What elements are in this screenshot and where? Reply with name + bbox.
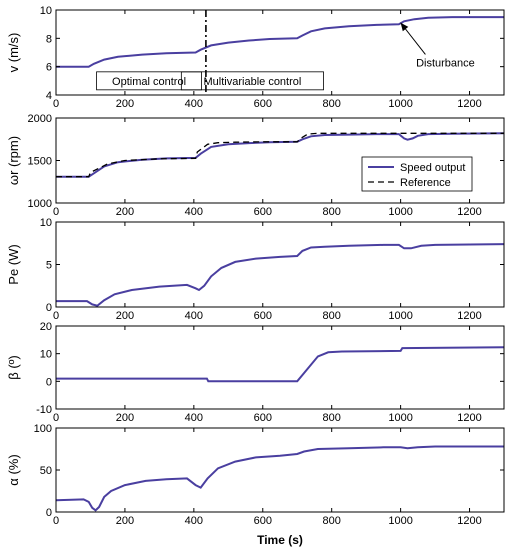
series-line-1 — [56, 346, 505, 383]
series-line-1 — [56, 16, 504, 68]
x-tick-label: 1200 — [457, 98, 481, 110]
annotation-label: Disturbance — [416, 57, 475, 69]
annotation-arrowhead — [400, 22, 409, 32]
x-tick-label: 200 — [116, 412, 134, 424]
axes-frame — [55, 325, 505, 410]
legend-entry: Reference — [400, 177, 451, 189]
x-tick-label: 1000 — [388, 98, 412, 110]
y-axis-label: β (º) — [6, 355, 21, 380]
x-tick-label: 800 — [323, 310, 341, 322]
y-tick-label: 0 — [46, 376, 52, 388]
y-tick-label: 10 — [40, 217, 52, 229]
series-line-1 — [55, 445, 504, 512]
y-tick-label: 4 — [46, 90, 52, 102]
series-line-1 — [56, 243, 505, 307]
annotation-label: Optimal control — [112, 76, 186, 88]
axes-frame — [55, 9, 505, 96]
x-tick-label: 1200 — [457, 310, 481, 322]
x-tick-label: 0 — [53, 412, 59, 424]
x-axis-label: Time (s) — [257, 533, 303, 547]
panel-1: 0 200 400 600 800 1000 1200 4 6 8 10 v (m/s) Optimal… — [6, 5, 505, 110]
panel-2: 0 200 400 600 800 1000 1200 1000 1500 2000 ωr (rpm… — [6, 113, 505, 218]
annotation-box — [96, 71, 202, 91]
x-tick-label: 200 — [116, 310, 134, 322]
y-tick-label: 20 — [40, 321, 52, 333]
x-tick-label: 600 — [254, 412, 272, 424]
x-tick-label: 200 — [116, 515, 134, 527]
annotation-box — [180, 71, 324, 91]
x-tick-label: 600 — [254, 310, 272, 322]
x-tick-label: 800 — [323, 98, 341, 110]
axes-frame — [55, 221, 505, 308]
x-tick-label: 800 — [323, 206, 341, 218]
y-tick-label: 1500 — [28, 156, 52, 168]
x-tick-label: 600 — [254, 515, 272, 527]
reference-line — [56, 132, 504, 178]
x-tick-label: 800 — [323, 515, 341, 527]
x-tick-label: 600 — [254, 206, 272, 218]
y-axis-label: v (m/s) — [6, 33, 21, 73]
annotation-label: Multivariable control — [204, 76, 302, 88]
y-tick-label: 2000 — [28, 113, 52, 125]
x-tick-label: 1000 — [388, 310, 412, 322]
y-tick-label: 1000 — [28, 198, 52, 210]
axes-frame — [55, 427, 505, 513]
x-tick-label: 400 — [185, 515, 203, 527]
x-tick-label: 1200 — [457, 206, 481, 218]
panel-5: 0 200 400 600 800 1000 1200 0 50 100 α (%) — [6, 423, 505, 527]
legend-box — [361, 156, 473, 192]
legend-entry: Speed output — [400, 162, 465, 174]
x-tick-label: 1200 — [457, 515, 481, 527]
x-tick-label: 1000 — [388, 412, 412, 424]
y-tick-label: 5 — [46, 260, 52, 272]
y-tick-label: 100 — [34, 423, 52, 435]
x-tick-label: 0 — [53, 310, 59, 322]
y-tick-label: 6 — [46, 62, 52, 74]
y-tick-label: 10 — [40, 349, 52, 361]
y-tick-label: 50 — [40, 465, 52, 477]
y-tick-label: -10 — [36, 404, 52, 416]
x-tick-label: 0 — [53, 206, 59, 218]
x-tick-label: 400 — [185, 98, 203, 110]
y-tick-label: 10 — [40, 5, 52, 17]
x-tick-label: 1000 — [388, 206, 412, 218]
y-tick-label: 0 — [46, 302, 52, 314]
x-tick-label: 0 — [53, 98, 59, 110]
y-tick-label: 0 — [46, 507, 52, 519]
y-axis-label: Pe (W) — [6, 244, 21, 284]
x-tick-label: 1000 — [388, 515, 412, 527]
x-tick-label: 600 — [254, 98, 272, 110]
x-tick-label: 800 — [323, 412, 341, 424]
panel-3: 0 200 400 600 800 1000 1200 0 5 10 Pe (W) — [6, 217, 505, 322]
x-tick-label: 400 — [185, 412, 203, 424]
y-axis-label: ωr (rpm) — [6, 136, 21, 185]
x-tick-label: 200 — [116, 98, 134, 110]
x-tick-label: 0 — [53, 515, 59, 527]
x-tick-label: 400 — [185, 310, 203, 322]
x-tick-label: 200 — [116, 206, 134, 218]
x-tick-label: 400 — [185, 206, 203, 218]
x-tick-label: 1200 — [457, 412, 481, 424]
y-tick-label: 8 — [46, 33, 52, 45]
y-axis-label: α (%) — [6, 454, 21, 485]
